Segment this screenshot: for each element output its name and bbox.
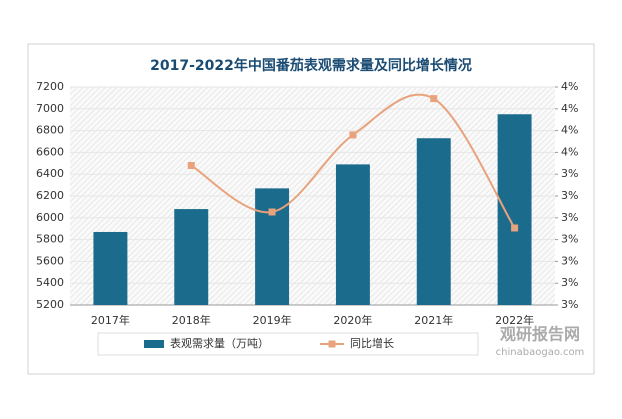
y2-tick-label: 3%: [561, 167, 578, 180]
y2-tick-label: 3%: [561, 298, 578, 311]
y-tick-label: 6600: [36, 145, 64, 158]
legend-swatch: [328, 340, 336, 348]
bar: [416, 138, 451, 305]
y2-tick-label: 3%: [561, 189, 578, 202]
y-tick-label: 6400: [36, 167, 64, 180]
watermark: 观研报告网: [500, 325, 580, 344]
legend-label: 表观需求量（万吨）: [170, 336, 269, 350]
watermark: chinabaogao.com: [496, 347, 585, 358]
x-tick-label: 2019年: [253, 313, 292, 327]
y-tick-label: 7000: [36, 102, 64, 115]
y-tick-label: 6800: [36, 124, 64, 137]
y-tick-label: 5400: [36, 276, 64, 289]
x-tick-label: 2021年: [414, 313, 453, 327]
bar: [174, 209, 209, 305]
line-marker: [268, 208, 276, 216]
x-tick-label: 2020年: [333, 313, 372, 327]
y2-tick-label: 3%: [561, 254, 578, 267]
x-tick-label: 2018年: [172, 313, 211, 327]
bar: [93, 231, 128, 305]
y2-tick-label: 4%: [561, 145, 578, 158]
y2-tick-label: 3%: [561, 276, 578, 289]
x-tick-label: 2017年: [91, 313, 130, 327]
chart-title: 2017-2022年中国番茄表观需求量及同比增长情况: [150, 57, 472, 74]
y-tick-label: 6200: [36, 189, 64, 202]
y-tick-label: 5200: [36, 298, 64, 311]
bar: [497, 114, 532, 305]
y2-tick-label: 4%: [561, 124, 578, 137]
line-marker: [511, 224, 519, 232]
x-tick-label: 2022年: [495, 313, 534, 327]
y-tick-label: 6000: [36, 211, 64, 224]
y-tick-label: 5800: [36, 233, 64, 246]
legend-box: [97, 332, 479, 356]
y2-tick-label: 3%: [561, 211, 578, 224]
y2-tick-label: 4%: [561, 80, 578, 93]
y-tick-label: 5600: [36, 254, 64, 267]
bar: [335, 164, 370, 305]
legend-label: 同比增长: [350, 336, 394, 350]
line-marker: [430, 95, 438, 103]
y2-tick-label: 4%: [561, 102, 578, 115]
y-tick-label: 7200: [36, 80, 64, 93]
line-marker: [187, 161, 195, 169]
legend-swatch: [144, 340, 164, 348]
y2-tick-label: 3%: [561, 233, 578, 246]
line-marker: [349, 131, 357, 139]
